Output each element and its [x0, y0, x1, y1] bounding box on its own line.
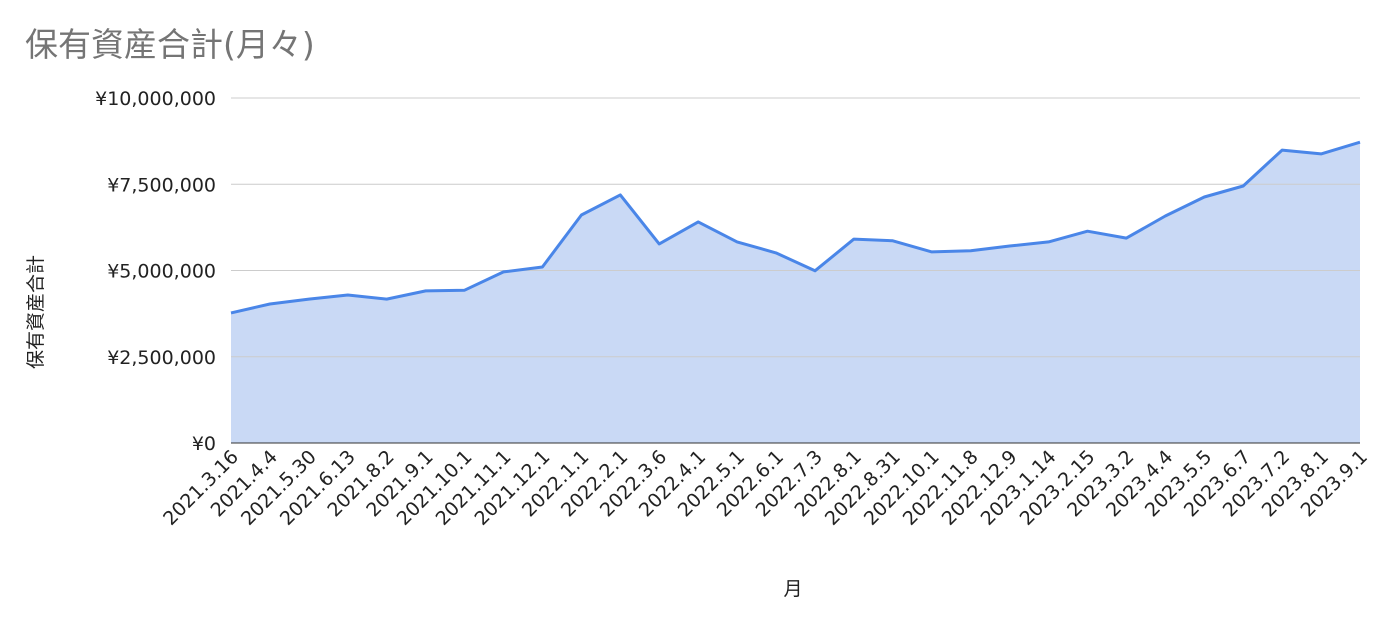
y-tick-label: ¥2,500,000 [107, 347, 216, 369]
y-tick-label: ¥7,500,000 [107, 174, 216, 196]
line [230, 140, 1361, 315]
x-axis-label: 月 [783, 578, 802, 600]
y-tick-label: ¥10,000,000 [95, 88, 216, 110]
chart-title: 保有資産合計(月々) [25, 25, 315, 64]
y-tick-label: ¥0 [192, 433, 216, 455]
y-tick-label: ¥5,000,000 [107, 261, 216, 283]
y-axis-label: 保有資産合計 [25, 255, 47, 369]
area [231, 142, 1360, 443]
